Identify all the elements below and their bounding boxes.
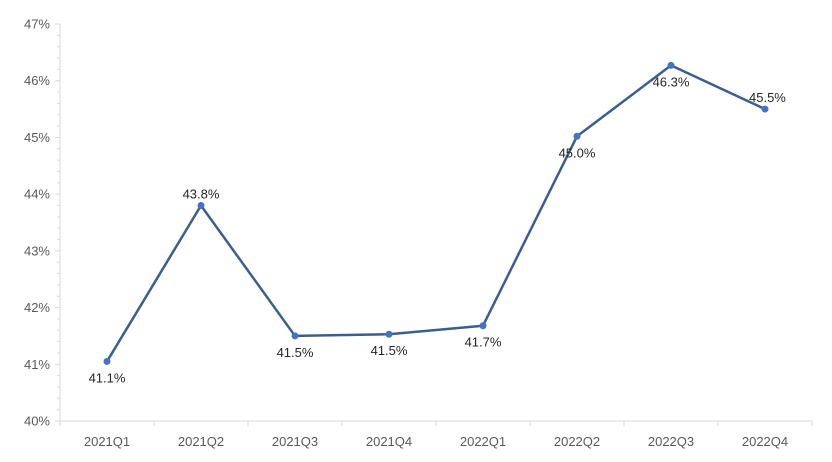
data-point	[761, 105, 769, 113]
x-tick-label: 2022Q4	[742, 434, 788, 449]
y-tick-label: 46%	[24, 73, 50, 88]
data-point	[667, 61, 675, 69]
y-tick-label: 41%	[24, 357, 50, 372]
data-point	[479, 322, 487, 330]
y-tick-label: 45%	[24, 130, 50, 145]
data-label: 41.1%	[89, 370, 126, 385]
y-tick-label: 40%	[24, 414, 50, 429]
data-label: 45.5%	[749, 90, 786, 105]
data-label: 41.7%	[465, 335, 502, 350]
series-line	[105, 64, 767, 363]
y-tick-label: 47%	[24, 17, 50, 32]
data-label: 45.0%	[559, 145, 596, 160]
y-tick-label: 42%	[24, 300, 50, 315]
data-point	[573, 132, 581, 140]
data-label: 46.3%	[653, 74, 690, 89]
x-tick-label: 2021Q3	[272, 434, 318, 449]
data-label: 41.5%	[277, 345, 314, 360]
data-point	[197, 201, 205, 209]
x-tick-label: 2021Q4	[366, 434, 412, 449]
data-point	[385, 330, 393, 338]
axes	[59, 24, 812, 422]
data-point	[103, 357, 111, 365]
data-label: 43.8%	[183, 186, 220, 201]
x-tick-label: 2022Q1	[460, 434, 506, 449]
data-point	[291, 332, 299, 340]
data-labels: 41.1% 43.8% 41.5% 41.5% 41.7% 45.0% 46.3% 45.5%	[89, 74, 787, 385]
x-tick-label: 2021Q1	[84, 434, 130, 449]
data-label: 41.5%	[371, 343, 408, 358]
y-axis-ticks: 40% 41% 42% 43% 44% 45% 46% 47%	[24, 17, 60, 429]
x-tick-label: 2022Q2	[554, 434, 600, 449]
x-axis-ticks: 2021Q1 2021Q2 2021Q3 2021Q4 2022Q1 2022Q2 2022…	[59, 421, 813, 449]
y-tick-label: 44%	[24, 187, 50, 202]
y-tick-label: 43%	[24, 243, 50, 258]
data-points	[103, 61, 769, 365]
series-lines	[105, 64, 767, 363]
x-tick-label: 2021Q2	[178, 434, 224, 449]
x-tick-label: 2022Q3	[648, 434, 694, 449]
